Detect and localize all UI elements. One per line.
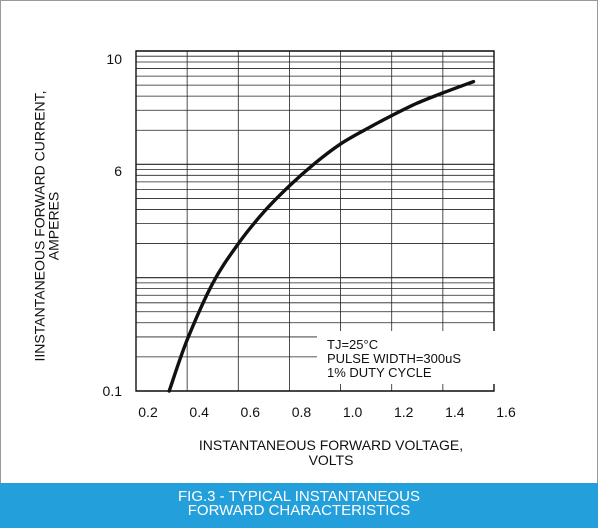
x-tick-label: 1.4	[445, 404, 465, 420]
y-tick-label: 10	[106, 51, 122, 67]
x-tick-label: 1.2	[394, 404, 414, 420]
x-axis-title-line-2: VOLTS	[308, 452, 354, 468]
chart-plot: 0.2 0.4 0.6 0.8 1.0 1.2 1.4 1.6 10 6 0.1 TJ=25°CPUL…	[103, 50, 516, 420]
x-tick-label: 1.6	[496, 404, 516, 420]
x-tick-label: 1.0	[343, 404, 363, 420]
caption-line-2: FORWARD CHARACTERISTICS	[187, 502, 411, 519]
y-tick-label: 6	[114, 163, 122, 179]
plot-border	[135, 50, 495, 392]
x-axis-title-line-1: INSTANTANEOUS FORWARD VOLTAGE,	[198, 437, 464, 453]
annotation-box	[317, 331, 509, 384]
annotation-text: TJ=25°C	[327, 337, 378, 352]
x-axis-title: INSTANTANEOUS FORWARD VOLTAGE, VOLTS	[131, 438, 531, 468]
x-tick-label: 0.6	[241, 404, 261, 420]
x-tick-label: 0.8	[292, 404, 312, 420]
y-axis-title-line-2: AMPERES	[45, 191, 61, 261]
y-axis-title: IINSTANTANEOUS FORWARD CURRENT, AMPERES	[5, 56, 87, 396]
caption-line-1: FIG.3 - TYPICAL INSTANTANEOUS	[178, 488, 420, 505]
annotation-text: 1% DUTY CYCLE	[327, 365, 432, 380]
y-axis-title-line-1: IINSTANTANEOUS FORWARD CURRENT,	[31, 90, 47, 362]
x-tick-label: 0.2	[138, 404, 158, 420]
forward-characteristic-curve	[167, 79, 476, 393]
y-tick-label: 0.1	[103, 383, 123, 399]
x-tick-label: 0.4	[189, 404, 209, 420]
annotation-text: PULSE WIDTH=300uS	[327, 351, 461, 366]
figure-caption: FIG.3 - TYPICAL INSTANTANEOUS FORWARD CH…	[0, 483, 598, 528]
